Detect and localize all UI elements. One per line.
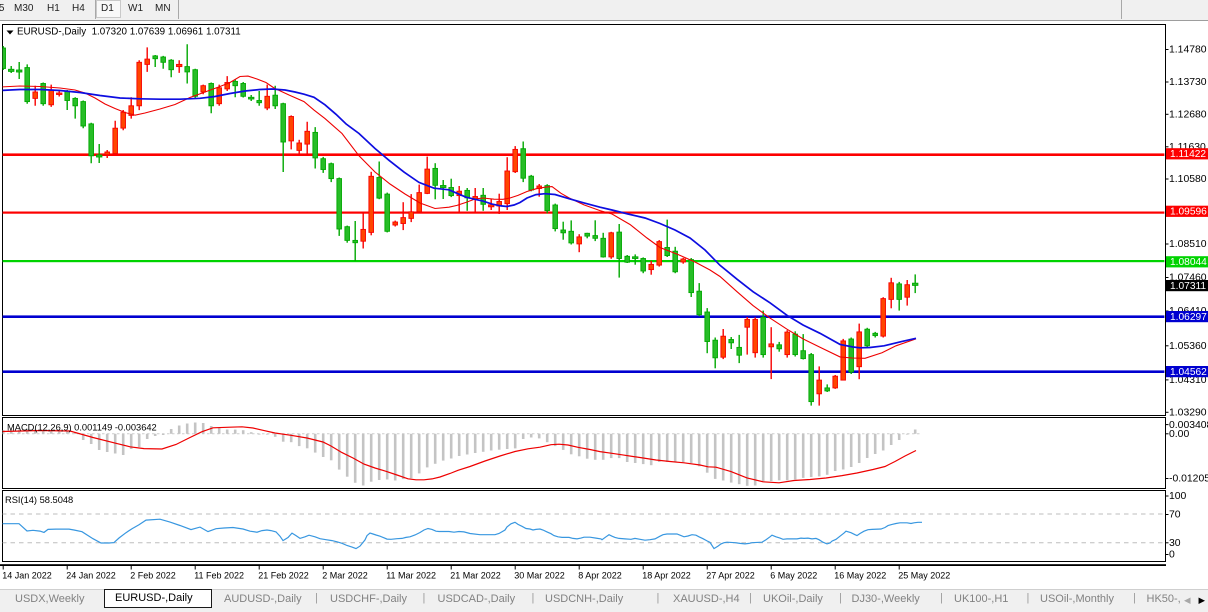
svg-text:1.09596: 1.09596 (1170, 207, 1207, 218)
svg-text:1.07311: 1.07311 (1170, 281, 1206, 292)
svg-text:0.00: 0.00 (1169, 429, 1189, 440)
svg-text:8 Apr 2022: 8 Apr 2022 (578, 571, 622, 581)
svg-text:EURUSD-,Daily 1.07320 1.07639: EURUSD-,Daily 1.07320 1.07639 1.06961 1.… (17, 27, 241, 38)
svg-text:1.04310: 1.04310 (1169, 375, 1207, 386)
svg-text:RSI(14) 58.5048: RSI(14) 58.5048 (5, 495, 73, 505)
svg-text:1.04562: 1.04562 (1170, 367, 1207, 378)
svg-text:MACD(12,26,9) 0.001149 -0.0036: MACD(12,26,9) 0.001149 -0.003642 (7, 423, 157, 433)
svg-text:100: 100 (1169, 491, 1187, 502)
svg-text:6 May 2022: 6 May 2022 (770, 571, 817, 581)
svg-text:0: 0 (1169, 550, 1175, 561)
svg-text:1.11422: 1.11422 (1170, 149, 1206, 160)
svg-text:1.13730: 1.13730 (1169, 77, 1207, 88)
svg-text:1.07460: 1.07460 (1169, 273, 1207, 284)
svg-text:18 Apr 2022: 18 Apr 2022 (642, 571, 691, 581)
svg-text:70: 70 (1169, 510, 1181, 521)
svg-text:11 Mar 2022: 11 Mar 2022 (386, 571, 436, 581)
svg-text:1.08510: 1.08510 (1169, 239, 1207, 250)
svg-text:16 May 2022: 16 May 2022 (834, 571, 886, 581)
svg-text:21 Feb 2022: 21 Feb 2022 (258, 571, 309, 581)
svg-text:2 Mar 2022: 2 Mar 2022 (322, 571, 368, 581)
svg-text:11 Feb 2022: 11 Feb 2022 (194, 571, 244, 581)
svg-text:1.08044: 1.08044 (1170, 257, 1207, 268)
svg-text:30: 30 (1169, 538, 1181, 549)
svg-text:2 Feb 2022: 2 Feb 2022 (130, 571, 176, 581)
svg-text:1.10580: 1.10580 (1169, 174, 1207, 185)
svg-text:21 Mar 2022: 21 Mar 2022 (450, 571, 501, 581)
svg-text:1.11630: 1.11630 (1169, 142, 1206, 153)
svg-text:24 Jan 2022: 24 Jan 2022 (66, 571, 116, 581)
svg-text:1.06297: 1.06297 (1170, 312, 1207, 323)
svg-text:1.05360: 1.05360 (1169, 341, 1207, 352)
svg-text:1.14780: 1.14780 (1169, 45, 1207, 56)
svg-text:1.12680: 1.12680 (1169, 110, 1207, 121)
svg-text:0.003408: 0.003408 (1169, 420, 1208, 431)
svg-text:14 Jan 2022: 14 Jan 2022 (2, 571, 52, 581)
svg-text:-0.012058: -0.012058 (1169, 474, 1208, 485)
svg-text:27 Apr 2022: 27 Apr 2022 (706, 571, 755, 581)
svg-text:25 May 2022: 25 May 2022 (898, 571, 950, 581)
svg-text:30 Mar 2022: 30 Mar 2022 (514, 571, 565, 581)
svg-text:1.03290: 1.03290 (1169, 408, 1207, 419)
